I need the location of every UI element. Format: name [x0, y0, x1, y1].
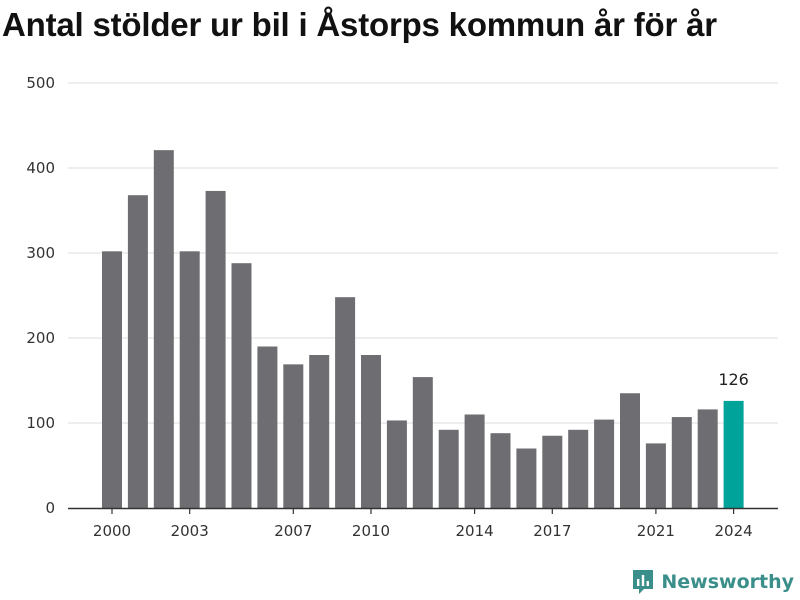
gridlines	[68, 82, 778, 424]
x-axis-ticks: 2000 2003 2007 2010 2014 2017 2021 2024	[93, 508, 753, 540]
x-tick-label: 2007	[274, 522, 312, 540]
bar-2006	[257, 346, 278, 508]
x-tick-label: 2014	[456, 522, 494, 540]
bar-2004	[205, 190, 226, 508]
bar-highlight-2024	[723, 400, 744, 508]
y-tick-label: 500	[26, 74, 55, 92]
bar-2022	[671, 417, 692, 508]
y-axis-ticks: 0 100 200 300 400 500	[26, 74, 55, 517]
brand-name: Newsworthy	[661, 571, 794, 593]
bar-2014	[464, 414, 485, 508]
bar-2001	[127, 195, 148, 508]
x-tick-label: 2000	[93, 522, 131, 540]
x-tick-label: 2024	[715, 522, 753, 540]
bar-2000	[102, 251, 122, 509]
bars	[102, 150, 744, 509]
bar-2007	[283, 364, 304, 508]
bar-2020	[620, 393, 640, 508]
bar-2010	[361, 355, 381, 508]
bar-2009	[335, 297, 356, 508]
y-tick-label: 200	[26, 329, 55, 347]
bar-2019	[594, 419, 615, 508]
y-tick-label: 400	[26, 159, 55, 177]
bar-2018	[568, 429, 589, 508]
bar-2008	[309, 355, 330, 508]
chart-title: Antal stölder ur bil i Åstorps kommun år…	[2, 6, 717, 43]
bar-2013	[438, 429, 459, 508]
x-tick-label: 2021	[637, 522, 675, 540]
y-tick-label: 0	[45, 499, 55, 517]
bar-2003	[179, 251, 200, 509]
newsworthy-logo: Newsworthy	[631, 568, 794, 596]
bar-chart-logo-icon	[633, 570, 654, 594]
y-tick-label: 300	[26, 244, 55, 262]
bar-2002	[153, 150, 174, 508]
bar-2011	[386, 420, 407, 508]
y-tick-label: 100	[26, 414, 55, 432]
bar-2021	[645, 443, 666, 508]
bar-2005	[231, 263, 252, 508]
bar-2015	[490, 433, 511, 508]
bar-2012	[412, 377, 433, 508]
x-tick-label: 2017	[533, 522, 571, 540]
bar-2023	[697, 409, 718, 508]
data-labels: 126	[718, 370, 749, 389]
x-tick-label: 2010	[352, 522, 390, 540]
highlight-value-label: 126	[718, 370, 749, 389]
bar-2017	[542, 435, 563, 508]
bar-2016	[516, 448, 537, 508]
x-tick-label: 2003	[171, 522, 209, 540]
